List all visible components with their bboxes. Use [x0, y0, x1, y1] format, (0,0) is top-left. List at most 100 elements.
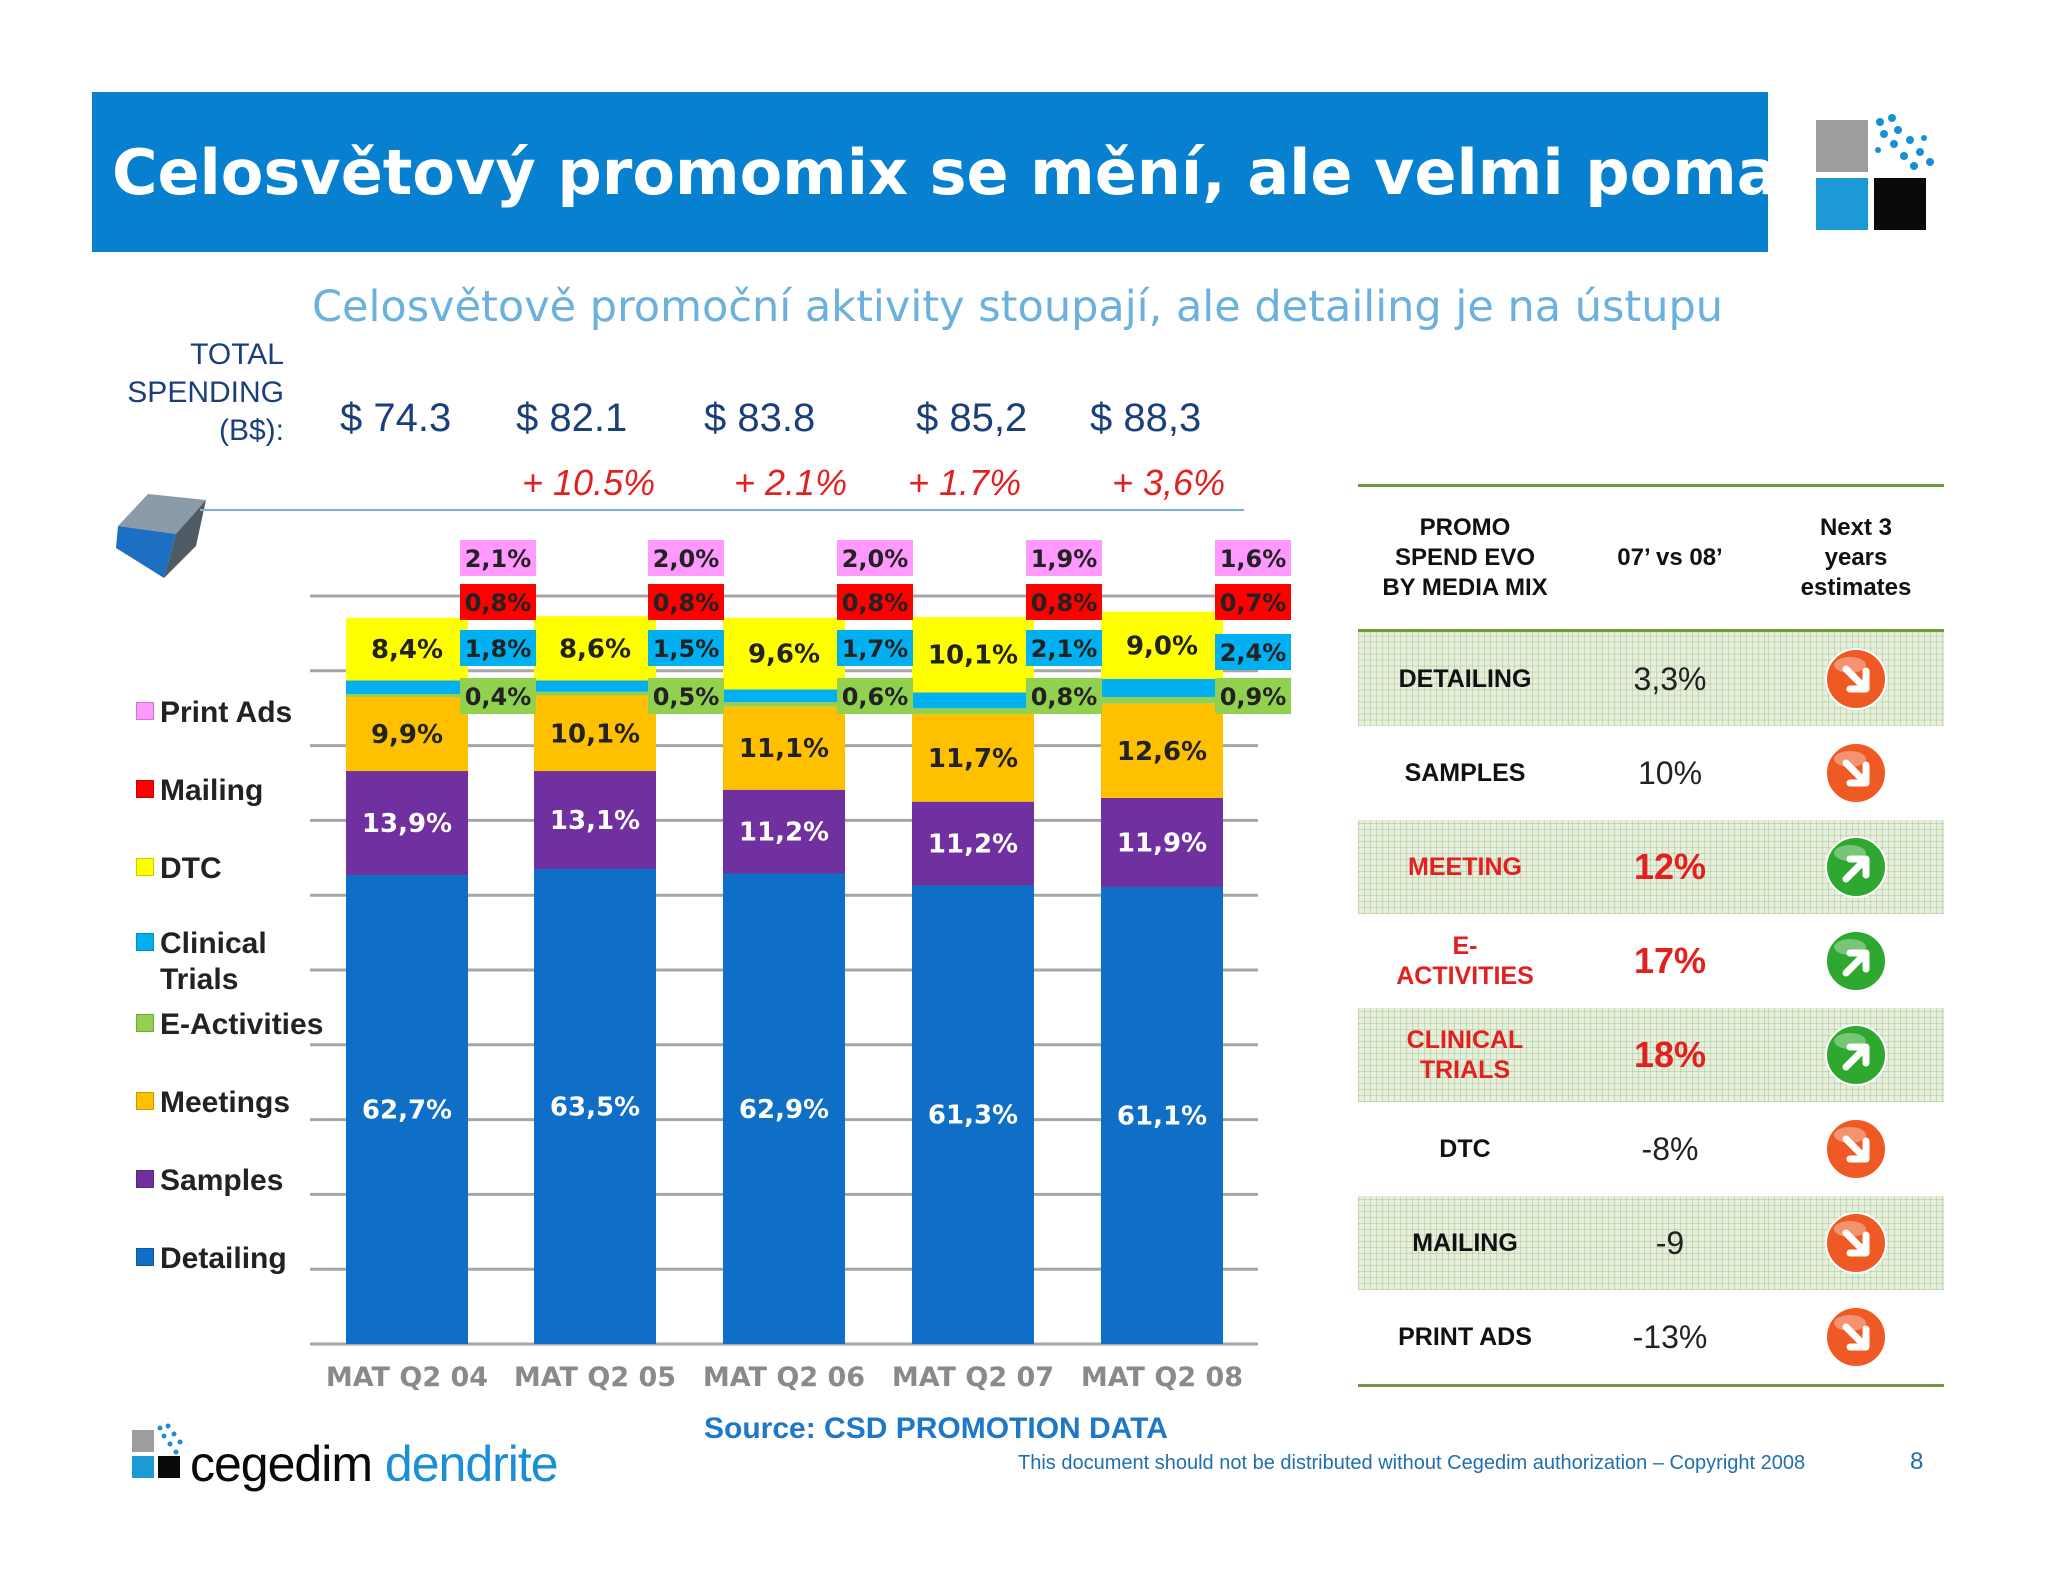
growth-value: + 10.5% [522, 462, 656, 503]
bar-segment-clinical-trials [1101, 679, 1223, 697]
legend-item-samples: Samples [136, 1164, 283, 1198]
bar-segment-samples [723, 789, 845, 874]
legend-swatch [136, 1014, 154, 1032]
bar-segment-detailing [346, 875, 468, 1344]
total-spending-label-line: SPENDING [127, 376, 284, 409]
total-value: $ 85,2 [916, 396, 1028, 440]
x-tick-label: MAT Q2 08 [1081, 1362, 1243, 1393]
change-cell: -13% [1572, 1290, 1768, 1387]
trend-cell [1768, 726, 1944, 820]
data-label: 0,8% [1031, 683, 1098, 711]
label-box-mailing [460, 584, 536, 620]
bar-segment-meetings [346, 696, 468, 772]
table-row: E-ACTIVITIES 17% [1358, 914, 1944, 1008]
media-label: SAMPLES [1404, 759, 1526, 787]
label-box-print-ads [1026, 540, 1102, 576]
growth-value: + 2.1% [734, 462, 848, 503]
change-value: -9 [1655, 1224, 1685, 1261]
change-cell: -9 [1572, 1196, 1768, 1290]
bar-segment-meetings [534, 695, 656, 772]
data-label: 0,6% [842, 683, 909, 711]
data-label: 11,2% [928, 830, 1018, 860]
legend-swatch [136, 933, 154, 951]
bar-segment-clinical-trials [912, 692, 1034, 709]
data-label: 1,8% [465, 635, 532, 663]
data-label: 9,6% [748, 640, 820, 670]
total-value: $ 88,3 [1090, 396, 1202, 440]
table-row: MEETING 12% [1358, 820, 1944, 914]
label-box-e-activities [648, 678, 724, 714]
corner-logo-icon [1816, 114, 1934, 230]
data-label: 61,1% [1117, 1101, 1207, 1131]
label-box-print-ads [1215, 540, 1291, 576]
label-box-print-ads [648, 540, 724, 576]
change-value: -13% [1632, 1318, 1708, 1355]
label-box-clinical-trials [460, 630, 536, 666]
bar-segment-meetings [723, 706, 845, 790]
media-label: PRINT ADS [1398, 1323, 1532, 1351]
total-value: $ 83.8 [704, 396, 816, 440]
trend-cell [1768, 820, 1944, 914]
trend-cell [1768, 1102, 1944, 1196]
change-cell: 3,3% [1572, 630, 1768, 726]
data-label: 11,7% [928, 744, 1018, 774]
data-label: 11,1% [739, 734, 829, 764]
table-row: PRINT ADS -13% [1358, 1290, 1944, 1387]
media-label: CLINICAL TRIALS [1406, 1026, 1524, 1084]
source-note: Source: CSD PROMOTION DATA [704, 1412, 1168, 1445]
slide-title: Celosvětový promomix se mění, ale velmi … [112, 136, 1930, 209]
data-label: 61,3% [928, 1101, 1018, 1131]
x-tick-label: MAT Q2 05 [514, 1362, 676, 1393]
change-cell: 10% [1572, 726, 1768, 820]
data-label: 2,0% [653, 545, 720, 573]
bar-segment-dtc [346, 617, 468, 681]
media-cell: CLINICAL TRIALS [1358, 1008, 1572, 1102]
legend-item-print-ads: Print Ads [136, 696, 292, 730]
arrow-up-right-icon [1825, 930, 1887, 992]
trend-cell [1768, 1196, 1944, 1290]
x-tick-label: MAT Q2 04 [326, 1362, 488, 1393]
data-label: 0,8% [465, 589, 532, 617]
logo-word-dendrite: dendrite [384, 1436, 559, 1492]
data-label: 11,9% [1117, 828, 1207, 858]
column-header: 07’ vs 08’ [1572, 484, 1768, 632]
media-cell: DETAILING [1358, 630, 1572, 726]
label-box-e-activities [837, 678, 913, 714]
total-spending-label-line: TOTAL [190, 338, 284, 371]
legend-label: E-Activities [160, 1008, 324, 1041]
trend-cell [1768, 630, 1944, 726]
legend-item-detailing: Detailing [136, 1242, 287, 1276]
legend-swatch [136, 1092, 154, 1110]
label-box-clinical-trials [837, 630, 913, 666]
bar-segment-clinical-trials [723, 689, 845, 703]
change-value: 12% [1633, 846, 1707, 887]
data-label: 10,1% [550, 719, 640, 749]
legend-item-mailing: Mailing [136, 774, 263, 808]
growth-value: + 1.7% [908, 462, 1022, 503]
data-label: 2,1% [465, 545, 532, 573]
arrow-down-right-icon [1825, 1306, 1887, 1368]
data-label: 2,0% [842, 545, 909, 573]
media-cell: MAILING [1358, 1196, 1572, 1290]
arrow-down-right-icon [1825, 1212, 1887, 1274]
subtitle: Celosvětově promoční aktivity stoupají, … [312, 282, 1724, 332]
data-label: 9,0% [1126, 631, 1198, 661]
trend-cell [1768, 1290, 1944, 1387]
trend-cell [1768, 1008, 1944, 1102]
total-value: $ 82.1 [516, 396, 628, 440]
label-box-clinical-trials [1026, 630, 1102, 666]
bar-segment-dtc [912, 616, 1034, 693]
data-label: 10,1% [928, 641, 1018, 671]
legend-label: Trials [160, 963, 239, 996]
data-label: 13,9% [362, 809, 452, 839]
arrow-down-right-icon [1825, 648, 1887, 710]
table-row: SAMPLES 10% [1358, 726, 1944, 820]
change-value: 3,3% [1633, 660, 1707, 697]
bar-segment-detailing [912, 885, 1034, 1344]
media-label: MEETING [1408, 853, 1522, 881]
title-bar: Celosvětový promomix se mění, ale velmi … [92, 92, 1930, 252]
bar-segment-samples [346, 771, 468, 876]
label-box-e-activities [460, 678, 536, 714]
data-label: 62,9% [739, 1095, 829, 1125]
bar-segment-meetings [1101, 703, 1223, 798]
